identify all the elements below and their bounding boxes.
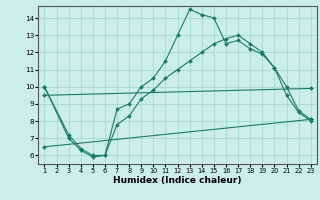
X-axis label: Humidex (Indice chaleur): Humidex (Indice chaleur) bbox=[113, 176, 242, 185]
